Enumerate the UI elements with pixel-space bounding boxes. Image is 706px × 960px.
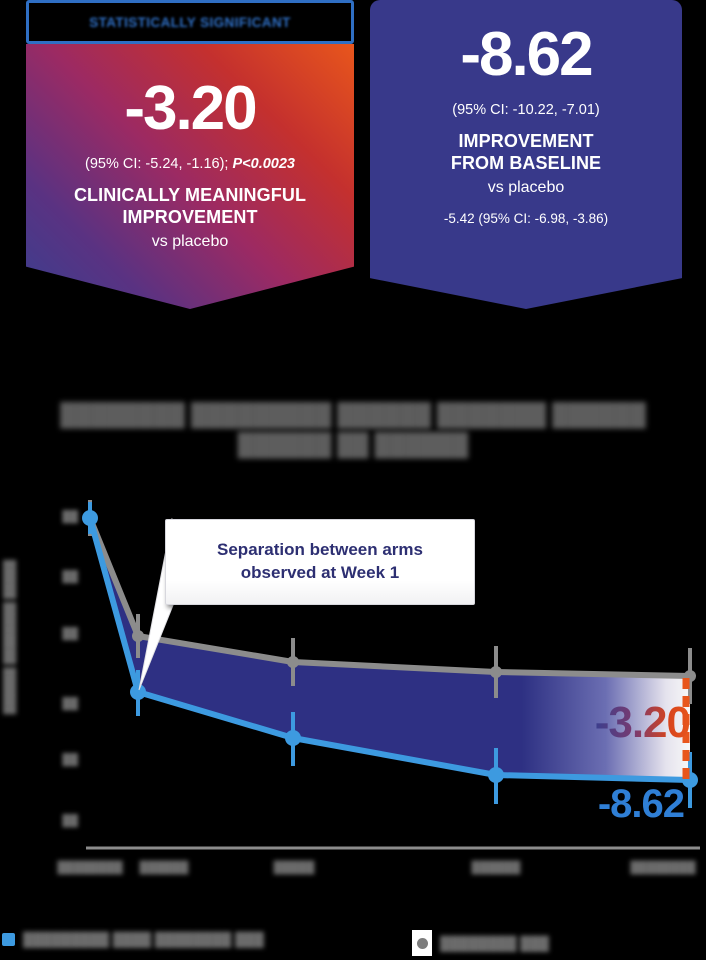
endpoint-difference-label: -3.20 (594, 698, 691, 747)
p-value-text: P<0.0023 (232, 156, 295, 172)
legend-square-blue-icon (2, 933, 15, 946)
chart-legend: █████████ ████ ████████ ███ ████████ ███ (0, 930, 706, 960)
y-tick-4: ██ (62, 754, 78, 766)
result-card-right-body: -8.62 (95% CI: -10.22, -7.01) IMPROVEMEN… (370, 0, 682, 309)
legend-label-treatment: █████████ ████ ████████ ███ (23, 932, 264, 947)
x-tick-3: ██████ (471, 862, 521, 874)
left-headline-line2: IMPROVEMENT (122, 207, 258, 228)
y-tick-3: ██ (62, 698, 78, 710)
chart-title-line2: ██████ ██ ██████ (237, 432, 469, 458)
callout-line2: observed at Week 1 (240, 563, 400, 582)
baseline-change-ci: (95% CI: -10.22, -7.01) (452, 102, 600, 118)
result-card-baseline-change: -8.62 (95% CI: -10.22, -7.01) IMPROVEMEN… (370, 0, 682, 309)
key-results-cards: STATISTICALLY SIGNIFICANT -3.20 (95% CI:… (0, 0, 706, 340)
between-arms-shaded-band (90, 518, 690, 780)
line-chart: Separation between arms observed at Week… (0, 490, 706, 890)
chart-title-line1: ████████ █████████ ██████ ███████ ██████ (60, 402, 646, 427)
y-tick-1: ██ (62, 571, 78, 583)
result-card-left-body: -3.20 (95% CI: -5.24, -1.16); P<0.0023 C… (26, 44, 354, 309)
chart-title: ████████ █████████ ██████ ███████ ██████… (40, 400, 666, 461)
legend-item-placebo: ████████ ███ (412, 930, 549, 956)
statistically-significant-label: STATISTICALLY SIGNIFICANT (89, 14, 291, 30)
result-card-treatment-difference: STATISTICALLY SIGNIFICANT -3.20 (95% CI:… (26, 0, 354, 309)
x-tick-4: ████████ (630, 862, 696, 874)
treatment-difference-value: -3.20 (124, 74, 257, 143)
legend-label-placebo: ████████ ███ (440, 935, 549, 951)
legend-item-treatment: █████████ ████ ████████ ███ (2, 932, 264, 947)
y-axis-label: ██████ ████████ █████ (4, 560, 16, 715)
separation-callout-text: Separation between arms observed at Week… (217, 539, 423, 584)
legend-circle-gray-icon (412, 930, 432, 956)
x-tick-0: ████████ (57, 862, 123, 874)
endpoint-baseline-label: -8.62 (597, 782, 685, 826)
y-tick-5: ██ (62, 815, 78, 827)
treatment-markers (82, 510, 698, 788)
y-tick-2: ██ (62, 628, 78, 640)
right-headline-line1: IMPROVEMENT (458, 131, 594, 152)
ci-text: (95% CI: -5.24, -1.16); (85, 156, 233, 172)
right-comparator: vs placebo (487, 179, 565, 197)
x-tick-1: ██████ (139, 862, 189, 874)
statistically-significant-badge: STATISTICALLY SIGNIFICANT (26, 0, 354, 44)
right-headline-line2: FROM BASELINE (450, 153, 602, 174)
right-secondary-value: -5.42 (95% CI: -6.98, -3.86) (443, 211, 609, 227)
left-headline-line1: CLINICALLY MEANINGFUL (73, 185, 307, 206)
x-tick-2: █████ (273, 862, 315, 874)
treatment-difference-ci: (95% CI: -5.24, -1.16); P<0.0023 (42, 156, 338, 173)
separation-callout: Separation between arms observed at Week… (165, 519, 475, 605)
placebo-markers (84, 512, 696, 682)
baseline-change-value: -8.62 (460, 20, 593, 89)
left-comparator: vs placebo (151, 233, 229, 251)
y-tick-0: ██ (62, 511, 78, 523)
callout-line1: Separation between arms (217, 540, 423, 560)
